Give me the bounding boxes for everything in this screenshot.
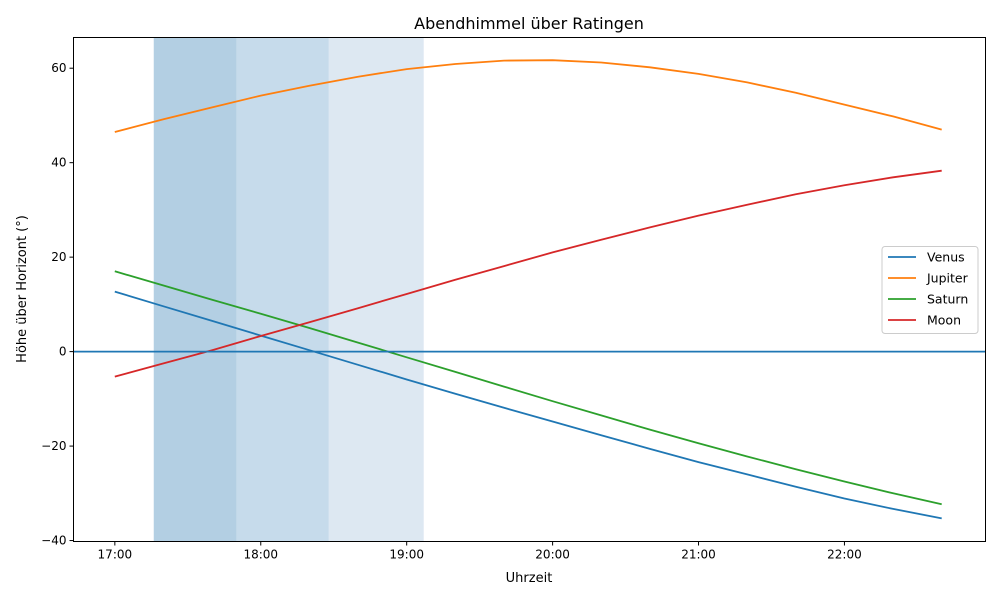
series-line-moon: [114, 169, 942, 378]
y-tick-label: 0: [59, 345, 67, 359]
y-axis-label: Höhe über Horizont (°): [15, 215, 30, 363]
x-tick-label: 17:00: [98, 548, 133, 562]
legend-label-jupiter: Jupiter: [926, 271, 969, 286]
x-tick-label: 22:00: [827, 548, 862, 562]
series-line-venus: [114, 290, 942, 520]
series-line-jupiter: [114, 59, 942, 133]
legend-label-saturn: Saturn: [927, 292, 968, 307]
series-line-saturn: [114, 270, 942, 506]
x-tick-label: 21:00: [681, 548, 716, 562]
x-tick-label: 20:00: [535, 548, 570, 562]
plot-frame: [73, 37, 986, 542]
twilight-span-3: [328, 37, 424, 542]
y-tick-label: −40: [41, 534, 66, 548]
legend: Venus Jupiter Saturn Moon: [881, 246, 979, 334]
y-tick-label: 60: [51, 61, 66, 75]
legend-label-venus: Venus: [927, 250, 965, 265]
x-axis-label: Uhrzeit: [506, 571, 553, 586]
y-tick-label: 20: [51, 250, 66, 264]
legend-box: [881, 246, 979, 334]
chart-title: Abendhimmel über Ratingen: [414, 14, 644, 33]
y-tick-label: −20: [41, 439, 66, 453]
y-tick-label: 40: [51, 156, 66, 170]
x-tick-label: 19:00: [389, 548, 424, 562]
twilight-span-2: [236, 37, 329, 542]
x-tick-label: 18:00: [243, 548, 278, 562]
twilight-span-1: [153, 37, 237, 542]
legend-label-moon: Moon: [927, 313, 961, 328]
